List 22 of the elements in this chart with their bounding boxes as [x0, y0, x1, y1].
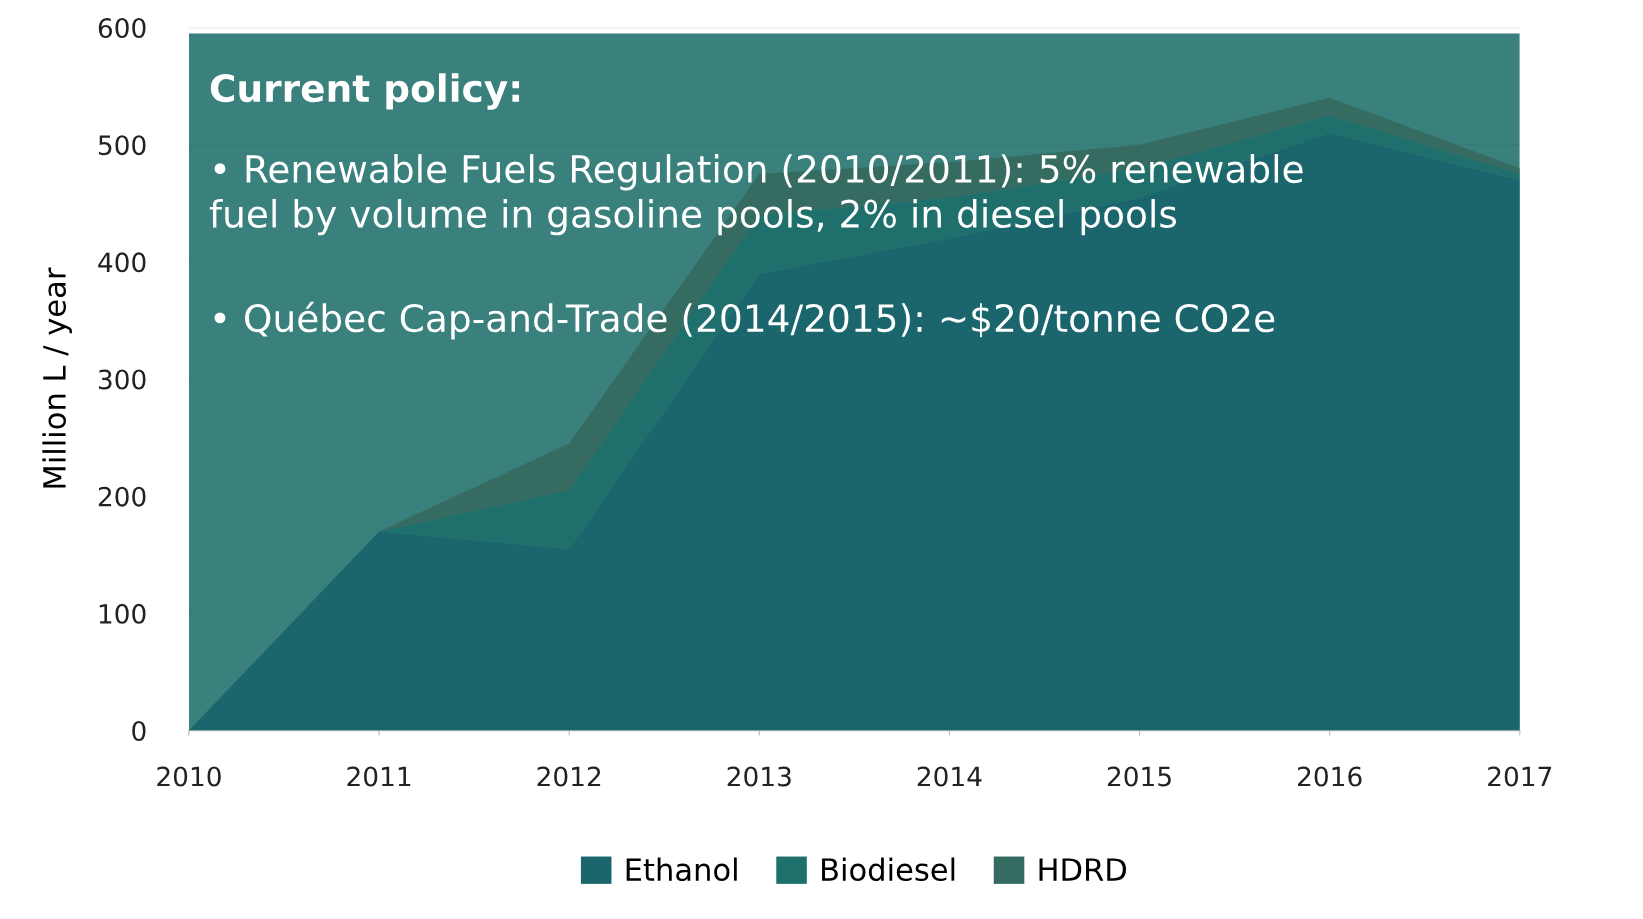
legend-label: Ethanol — [626, 857, 737, 882]
y-tick-label: 500 — [98, 135, 146, 156]
annotation: Current policy: — [210, 73, 520, 110]
x-tick-label: 2012 — [537, 766, 601, 787]
x-tick-label: 2011 — [347, 766, 411, 787]
y-tick-label: 0 — [132, 721, 146, 742]
legend-label: Biodiesel — [822, 857, 955, 882]
x-tick-label: 2013 — [727, 766, 791, 787]
y-tick-label: 400 — [98, 252, 146, 273]
y-axis-title: Million L / year — [42, 267, 72, 488]
x-tick-label: 2016 — [1298, 766, 1362, 787]
x-tick-label: 2010 — [157, 766, 221, 787]
y-tick-label: 200 — [98, 486, 146, 507]
annotation: • Renewable Fuels Regulation (2010/2011): 5% renewable fuel by volume in gasoline pools, 2% in diesel pools — [209, 154, 1303, 236]
legend-label: HDRD — [1039, 858, 1126, 881]
y-tick-label: 300 — [98, 369, 146, 390]
annotation: • Québec Cap-and-Trade (2014/2015): ~$20/tonne CO2e — [214, 301, 1275, 340]
y-tick-label: 100 — [99, 603, 146, 624]
x-tick-label: 2017 — [1488, 766, 1552, 787]
x-tick-label: 2014 — [917, 766, 982, 787]
x-tick-label: 2015 — [1107, 766, 1171, 787]
y-tick-label: 600 — [98, 18, 146, 38]
